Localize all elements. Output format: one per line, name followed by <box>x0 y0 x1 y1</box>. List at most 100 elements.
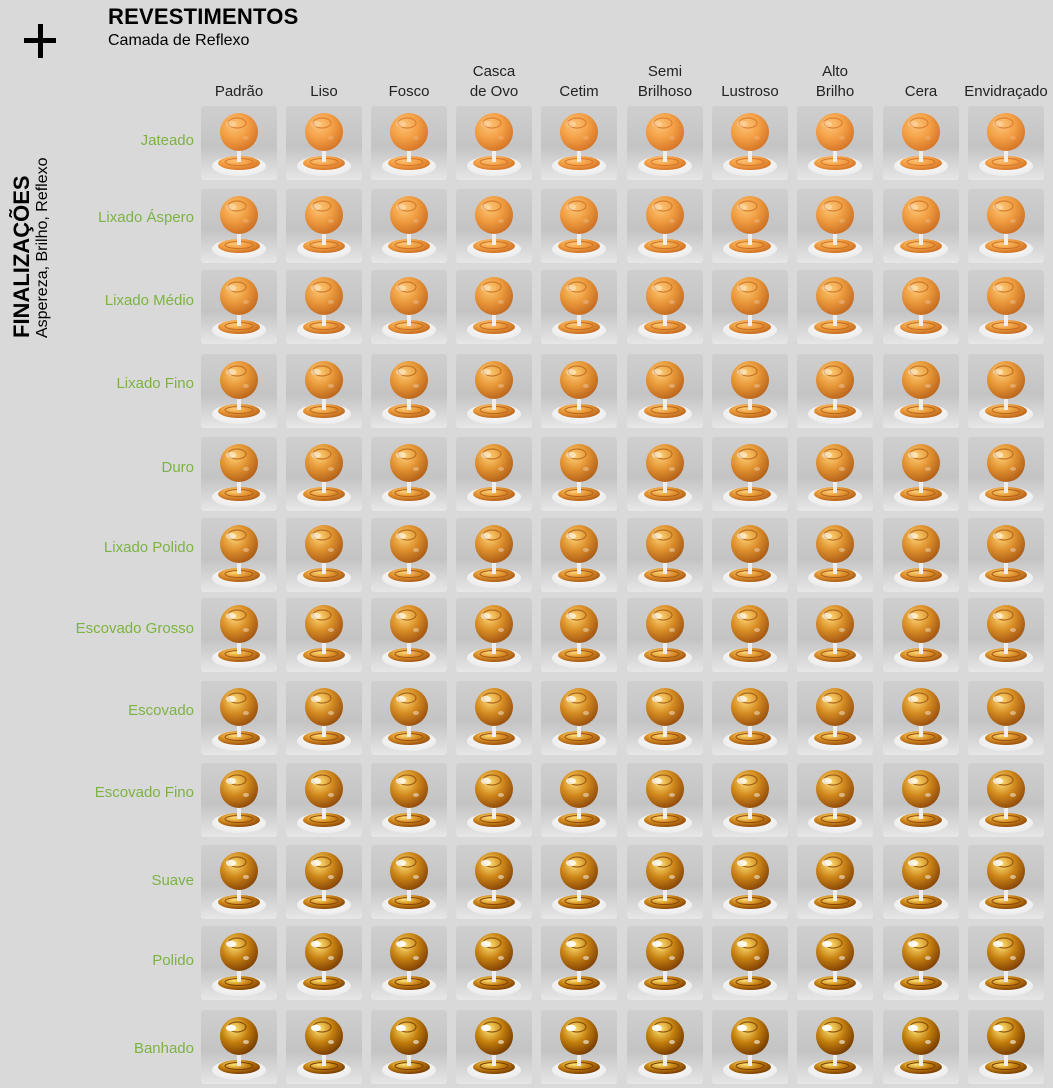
material-swatch <box>627 926 703 1000</box>
material-swatch <box>286 189 362 263</box>
material-swatch <box>201 106 277 180</box>
material-swatch <box>797 845 873 919</box>
material-swatch <box>883 1010 959 1084</box>
material-swatch <box>541 1010 617 1084</box>
material-swatch <box>627 437 703 511</box>
material-swatch <box>541 518 617 592</box>
material-swatch <box>883 354 959 428</box>
row-label: Suave <box>151 872 194 889</box>
material-swatch <box>627 1010 703 1084</box>
material-swatch <box>201 354 277 428</box>
material-swatch <box>286 437 362 511</box>
material-swatch <box>712 354 788 428</box>
material-swatch <box>371 926 447 1000</box>
material-swatch <box>201 270 277 344</box>
material-swatch <box>968 437 1044 511</box>
row-label: Banhado <box>133 1040 194 1057</box>
material-swatch <box>456 926 532 1000</box>
material-swatch <box>968 598 1044 672</box>
column-header: Casca de Ovo <box>469 63 519 100</box>
material-swatch <box>371 518 447 592</box>
row-label: Escovado <box>128 702 194 719</box>
material-swatch <box>797 189 873 263</box>
material-swatch <box>883 270 959 344</box>
material-swatch <box>712 845 788 919</box>
plus-icon <box>22 20 58 60</box>
material-swatch <box>883 681 959 755</box>
material-swatch <box>456 437 532 511</box>
material-swatch <box>797 354 873 428</box>
material-swatch <box>712 598 788 672</box>
material-swatch <box>883 189 959 263</box>
material-swatch <box>371 106 447 180</box>
material-swatch <box>797 681 873 755</box>
column-header: Alto Brilho <box>815 63 855 100</box>
row-label: Polido <box>152 952 194 969</box>
column-header: Fosco <box>388 83 430 100</box>
material-swatch <box>286 270 362 344</box>
side-axis-title: FINALIZAÇÕES Aspereza, Brilho, Reflexo <box>9 157 52 338</box>
material-swatch <box>883 518 959 592</box>
material-swatch <box>371 598 447 672</box>
side-subtitle: Aspereza, Brilho, Reflexo <box>34 157 51 338</box>
material-swatch <box>712 926 788 1000</box>
material-swatch <box>456 518 532 592</box>
material-swatch <box>797 1010 873 1084</box>
material-swatch <box>541 270 617 344</box>
material-swatch <box>712 763 788 837</box>
material-swatch <box>286 926 362 1000</box>
material-swatch <box>371 354 447 428</box>
material-swatch <box>968 926 1044 1000</box>
material-swatch <box>541 763 617 837</box>
material-swatch <box>541 189 617 263</box>
material-swatch <box>968 354 1044 428</box>
material-swatch <box>541 354 617 428</box>
material-swatch <box>712 106 788 180</box>
material-swatch <box>541 598 617 672</box>
material-swatch <box>201 189 277 263</box>
material-swatch <box>883 598 959 672</box>
material-swatch <box>712 437 788 511</box>
material-swatch <box>627 845 703 919</box>
row-label: Jateado <box>140 132 194 149</box>
material-swatch <box>456 763 532 837</box>
material-swatch <box>797 598 873 672</box>
material-swatch <box>627 518 703 592</box>
material-swatch <box>968 106 1044 180</box>
material-swatch <box>627 189 703 263</box>
page-subtitle: Camada de Reflexo <box>108 32 250 49</box>
material-swatch <box>797 518 873 592</box>
material-swatch <box>712 681 788 755</box>
material-swatch <box>627 763 703 837</box>
material-swatch <box>883 845 959 919</box>
material-swatch <box>968 681 1044 755</box>
material-swatch <box>371 763 447 837</box>
row-label: Duro <box>161 459 194 476</box>
material-swatch <box>541 926 617 1000</box>
material-swatch <box>456 1010 532 1084</box>
page-title: REVESTIMENTOS <box>108 4 299 29</box>
material-swatch <box>201 681 277 755</box>
material-swatch <box>456 598 532 672</box>
material-swatch <box>797 106 873 180</box>
material-swatch <box>371 270 447 344</box>
side-title: FINALIZAÇÕES <box>9 175 34 338</box>
material-swatch <box>712 518 788 592</box>
material-swatch <box>456 189 532 263</box>
material-swatch <box>968 1010 1044 1084</box>
material-swatch <box>201 763 277 837</box>
column-header: Cetim <box>559 83 599 100</box>
material-swatch <box>883 437 959 511</box>
material-swatch <box>371 437 447 511</box>
column-header: Envidraçado <box>964 83 1048 100</box>
material-swatch <box>286 598 362 672</box>
material-swatch <box>797 763 873 837</box>
material-swatch <box>201 598 277 672</box>
material-swatch <box>627 270 703 344</box>
material-swatch <box>201 926 277 1000</box>
row-label: Lixado Médio <box>104 292 194 309</box>
column-header: Cera <box>904 83 938 100</box>
material-swatch <box>541 845 617 919</box>
material-swatch <box>541 437 617 511</box>
material-swatch <box>201 518 277 592</box>
